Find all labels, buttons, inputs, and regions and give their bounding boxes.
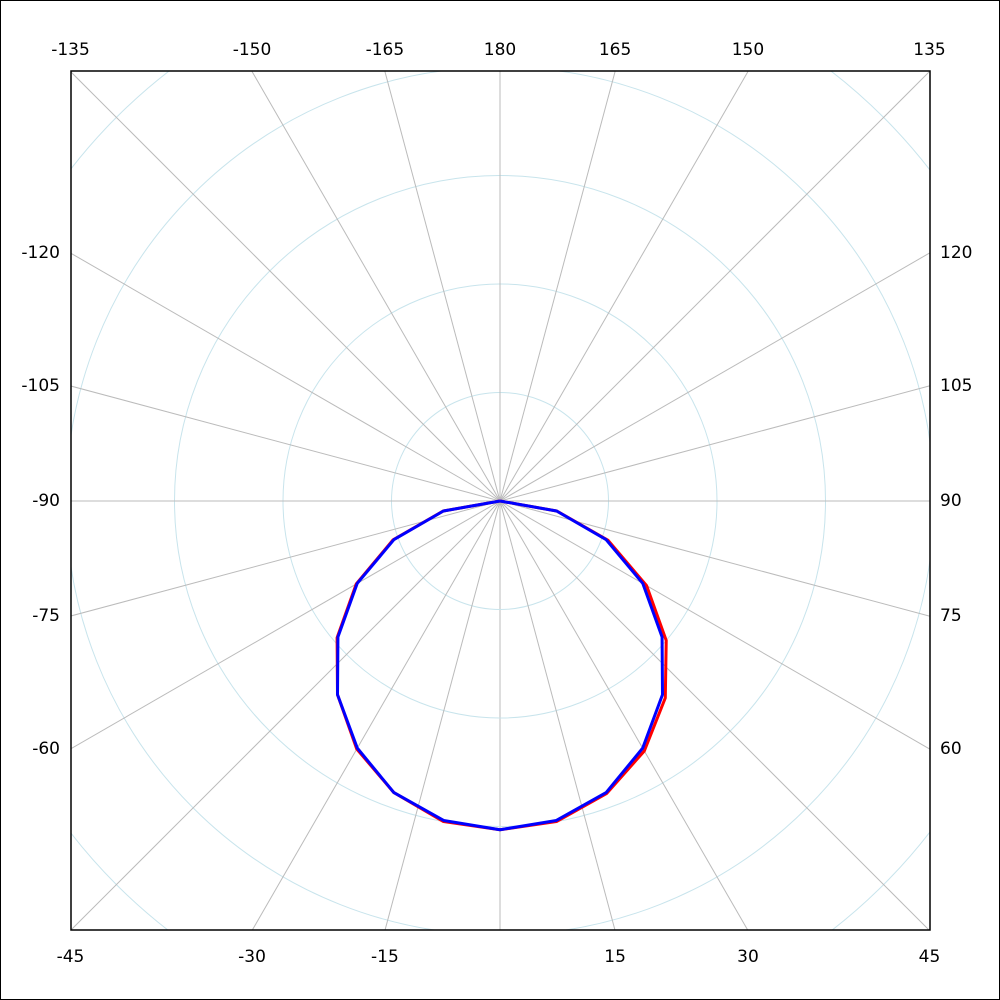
series-line: [336, 499, 664, 832]
angle-label: 75: [940, 606, 962, 626]
spoke: [71, 500, 501, 930]
spoke: [499, 500, 930, 930]
spoke: [499, 500, 930, 750]
data: [335, 499, 668, 832]
angle-label: 180: [484, 40, 516, 60]
spoke: [499, 71, 616, 502]
angle-label: 60: [940, 739, 962, 759]
spoke: [384, 500, 501, 930]
spoke: [71, 71, 501, 502]
angle-label: -165: [366, 40, 405, 60]
angle-label: -120: [21, 243, 60, 263]
spoke: [251, 500, 501, 930]
angle-label: -105: [21, 376, 60, 396]
spoke: [499, 252, 930, 502]
spoke: [499, 500, 749, 930]
angle-label: -75: [32, 606, 60, 626]
angle-label: 150: [732, 40, 764, 60]
angle-label: 105: [940, 376, 972, 396]
labels: -165 -150 -135 -120 -105 -90 -75 -60 -45 -30 -15 15…: [21, 40, 972, 967]
spoke: [384, 71, 501, 502]
plot-border: [70, 70, 931, 931]
angle-label: 30: [737, 947, 759, 967]
angle-label: 120: [940, 243, 972, 263]
angle-label: -60: [32, 739, 60, 759]
angle-label: 15: [604, 947, 626, 967]
angle-label: -135: [51, 40, 90, 60]
spoke: [251, 71, 501, 502]
angle-label: -150: [233, 40, 272, 60]
spoke: [499, 71, 749, 502]
spoke: [71, 252, 501, 502]
angle-label: 45: [919, 947, 941, 967]
spoke: [71, 385, 501, 502]
spoke: [71, 500, 501, 750]
angle-label: -15: [371, 947, 399, 967]
angle-label: 135: [913, 40, 945, 60]
angle-label: 165: [599, 40, 631, 60]
angle-label: -45: [57, 947, 85, 967]
spoke: [499, 71, 930, 502]
spoke: [499, 385, 930, 502]
angle-label: 90: [940, 491, 962, 511]
angle-label: -90: [32, 491, 60, 511]
spoke: [499, 500, 616, 930]
angle-label: -30: [238, 947, 266, 967]
